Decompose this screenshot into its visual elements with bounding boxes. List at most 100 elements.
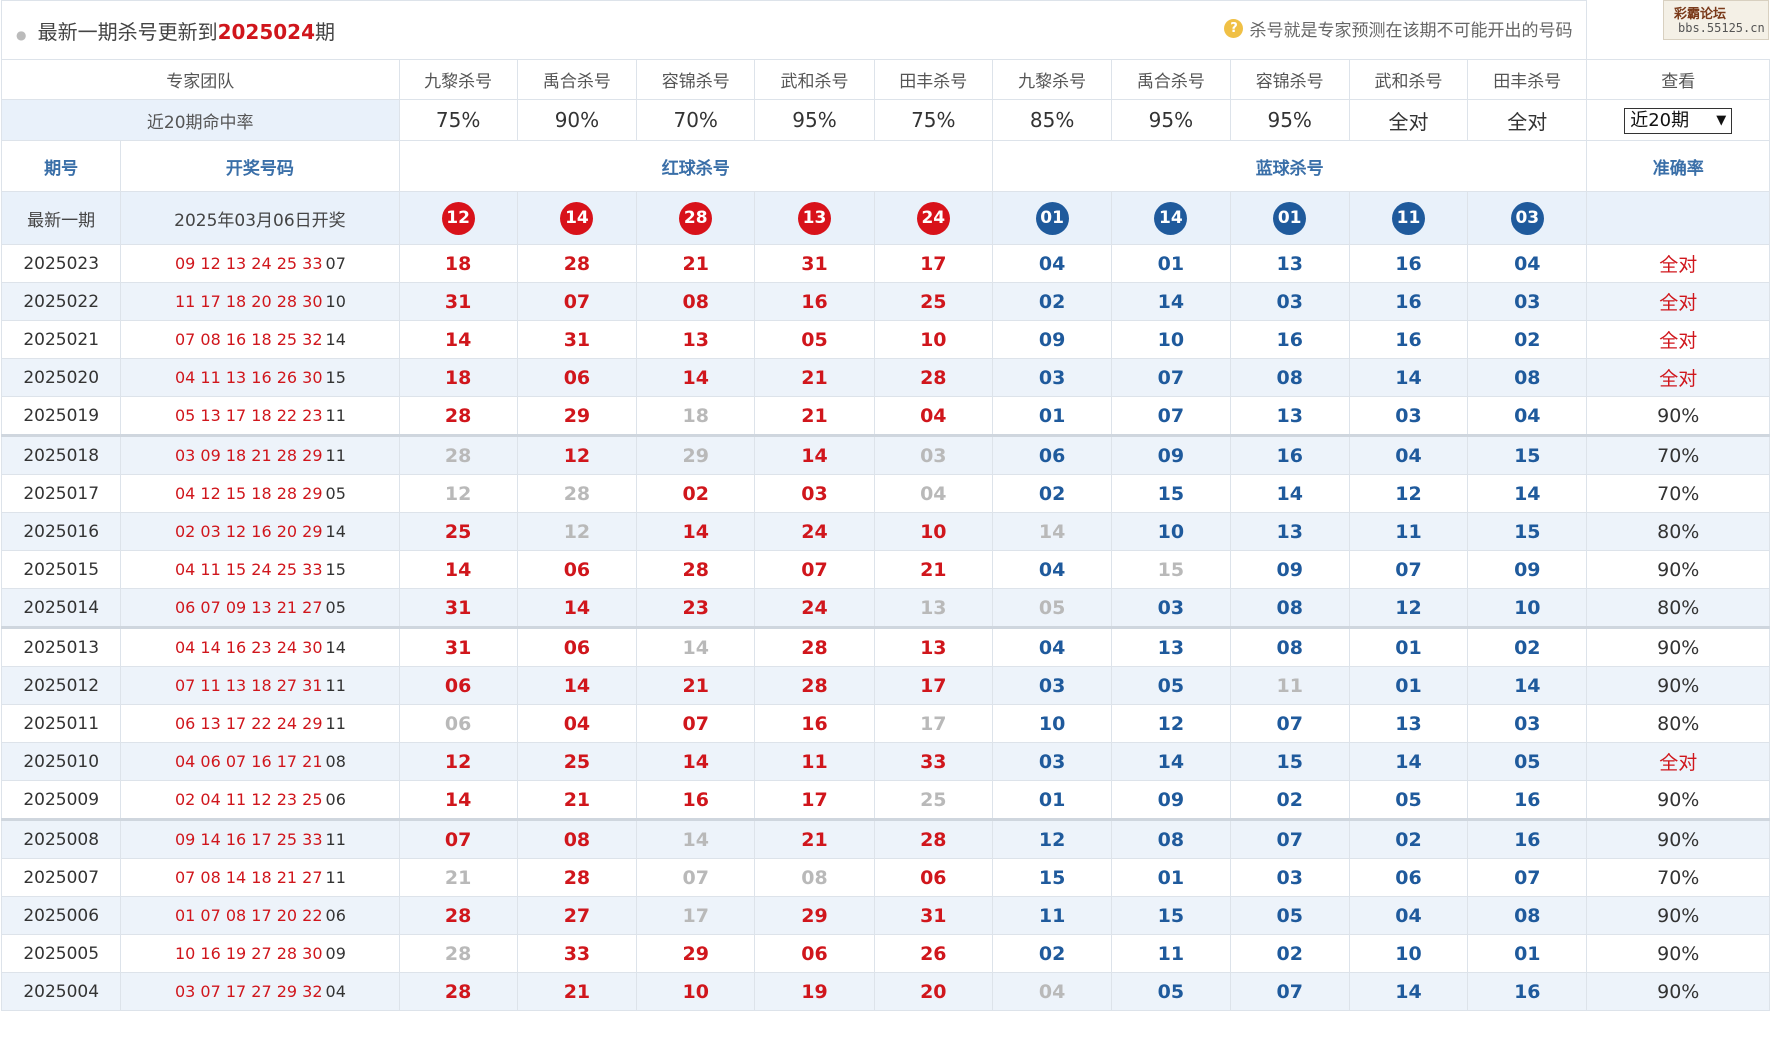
red-kill-cell: 06	[398, 666, 518, 705]
blue-kill-cell: 14	[1467, 474, 1588, 513]
hint: ? 杀号就是专家预测在该期不可能开出的号码	[1224, 16, 1572, 41]
accuracy-cell: 80%	[1586, 588, 1770, 628]
blue-kill-cell: 04	[991, 244, 1113, 283]
table-row: 2025017 04 12 15 18 28 29 05 12 28 02 03 04 02 15…	[0, 474, 1770, 513]
red-kill-cell: 14	[398, 550, 518, 589]
blue-kill-cell: 04	[1467, 244, 1588, 283]
table-row: 2025014 06 07 09 13 21 27 05 31 14 23 24 13 05 03…	[0, 588, 1770, 628]
draw-red-numbers: 02 04 11 12 23 25	[174, 790, 323, 809]
rate-value: 95%	[1111, 99, 1231, 141]
accuracy-cell: 90%	[1586, 666, 1770, 705]
rate-row: 近20期命中率 75% 90% 70% 95% 75% 85% 95% 95% …	[1, 99, 1770, 141]
forum-watermark: 彩霸论坛 bbs.55125.cn	[1663, 0, 1769, 40]
red-kill-cell: 16	[754, 282, 875, 321]
period-cell: 2025019	[0, 396, 122, 436]
accuracy-cell: 全对	[1586, 742, 1770, 781]
table-row: 2025007 07 08 14 18 21 27 11 21 28 07 08 06 15 01…	[0, 858, 1770, 897]
draw-blue-number: 11	[325, 406, 346, 425]
red-kill-cell: 06	[398, 704, 518, 743]
period-cell: 2025023	[0, 244, 122, 283]
red-kill-cell: 07	[636, 858, 756, 897]
rate-value: 95%	[754, 99, 875, 141]
blue-kill-cell: 01	[1348, 666, 1469, 705]
red-kill-cell: 28	[754, 626, 875, 667]
red-kill-cell: 06	[754, 934, 875, 973]
select-value: 近20期	[1630, 109, 1690, 131]
red-kill-cell: 24	[754, 512, 875, 551]
blue-kill-cell: 11	[1111, 934, 1231, 973]
red-kill-cell: 23	[636, 588, 756, 628]
red-kill-cell: 21	[636, 666, 756, 705]
accuracy-cell: 90%	[1586, 934, 1770, 973]
red-kill-cell: 18	[398, 358, 518, 397]
red-kill-cell: 08	[516, 818, 638, 859]
blue-kill-cell: 13	[1348, 704, 1469, 743]
table-row: 2025008 09 14 16 17 25 33 11 07 08 14 21 28 12 08…	[0, 818, 1770, 859]
period-cell: 2025010	[0, 742, 122, 781]
blue-kill-cell: 05	[1111, 972, 1231, 1011]
blue-kill-cell: 02	[1229, 934, 1350, 973]
red-kill-cell: 13	[873, 626, 993, 667]
red-kill-cell: 12	[398, 742, 518, 781]
draw-red-numbers: 03 07 17 27 29 32	[174, 982, 323, 1001]
accuracy-cell: 80%	[1586, 512, 1770, 551]
red-kill-cell: 25	[873, 282, 993, 321]
accuracy-cell: 90%	[1586, 896, 1770, 935]
blue-kill-cell: 01	[1467, 934, 1588, 973]
red-kill-cell: 25	[398, 512, 518, 551]
draw-red-numbers: 04 11 13 16 26 30	[174, 368, 323, 387]
red-kill-cell: 04	[873, 396, 993, 436]
red-kill-cell: 08	[636, 282, 756, 321]
red-kill-cell: 31	[398, 282, 518, 321]
red-kill-cell: 03	[754, 474, 875, 513]
blue-kill-cell: 04	[1467, 396, 1588, 436]
blue-kill-cell: 08	[1467, 358, 1588, 397]
rate-value: 全对	[1467, 99, 1588, 141]
period-range-select[interactable]: 近20期 ▼	[1624, 107, 1733, 134]
draw-cell: 01 07 08 17 20 22 06	[120, 896, 400, 935]
table-row: 2025005 10 16 19 27 28 30 09 28 33 29 06 26 02 11…	[0, 934, 1770, 973]
red-kill-cell: 14	[636, 818, 756, 859]
blue-kill-cell: 14	[1348, 972, 1469, 1011]
blue-kill-cell: 02	[1229, 780, 1350, 820]
period-cell: 2025021	[0, 320, 122, 359]
draw-cell: 04 11 15 24 25 33 15	[120, 550, 400, 589]
red-kill-cell: 21	[516, 780, 638, 820]
red-kill-cell: 28	[398, 972, 518, 1011]
blue-ball: 14	[1154, 201, 1188, 235]
draw-red-numbers: 06 13 17 22 24 29	[174, 714, 323, 733]
draw-red-numbers: 03 09 18 21 28 29	[174, 446, 323, 465]
blue-kill-cell: 07	[1111, 358, 1231, 397]
red-kill-cell: 28	[516, 858, 638, 897]
draw-blue-number: 14	[325, 330, 346, 349]
table-row: 2025011 06 13 17 22 24 29 11 06 04 07 16 17 10 12…	[0, 704, 1770, 743]
view-select-cell: 近20期 ▼	[1586, 99, 1770, 141]
blue-kill-cell: 05	[991, 588, 1113, 628]
blue-kill-cell: 03	[991, 358, 1113, 397]
red-kill-cell: 10	[636, 972, 756, 1011]
draw-cell: 03 09 18 21 28 29 11	[120, 434, 400, 475]
red-kill-cell: 13	[636, 320, 756, 359]
expert-name: 禹合杀号	[516, 59, 638, 100]
red-kill-cell: 31	[754, 244, 875, 283]
blue-kill-cell: 14	[1348, 742, 1469, 781]
blue-kill-cell: 01	[1348, 626, 1469, 667]
draw-blue-number: 11	[325, 676, 346, 695]
blue-kill-cell: 15	[1111, 896, 1231, 935]
expert-row: 专家团队 九黎杀号 禹合杀号 容锦杀号 武和杀号 田丰杀号 九黎杀号 禹合杀号 …	[1, 59, 1770, 100]
blue-kill-cell: 14	[1467, 666, 1588, 705]
accuracy-cell: 90%	[1586, 626, 1770, 667]
red-ball-cell: 14	[516, 191, 638, 245]
red-kill-cell: 28	[398, 396, 518, 436]
period-cell: 2025022	[0, 282, 122, 321]
red-kill-cell: 02	[636, 474, 756, 513]
blue-kill-cell: 04	[991, 972, 1113, 1011]
draw-cell: 06 07 09 13 21 27 05	[120, 588, 400, 628]
hint-text: 杀号就是专家预测在该期不可能开出的号码	[1249, 20, 1573, 41]
blue-kill-cell: 07	[1229, 704, 1350, 743]
draw-red-numbers: 05 13 17 18 22 23	[174, 406, 323, 425]
blue-ball: 01	[1035, 201, 1069, 235]
blue-kill-cell: 02	[1467, 626, 1588, 667]
red-ball: 12	[441, 201, 475, 235]
expert-name: 容锦杀号	[636, 59, 756, 100]
